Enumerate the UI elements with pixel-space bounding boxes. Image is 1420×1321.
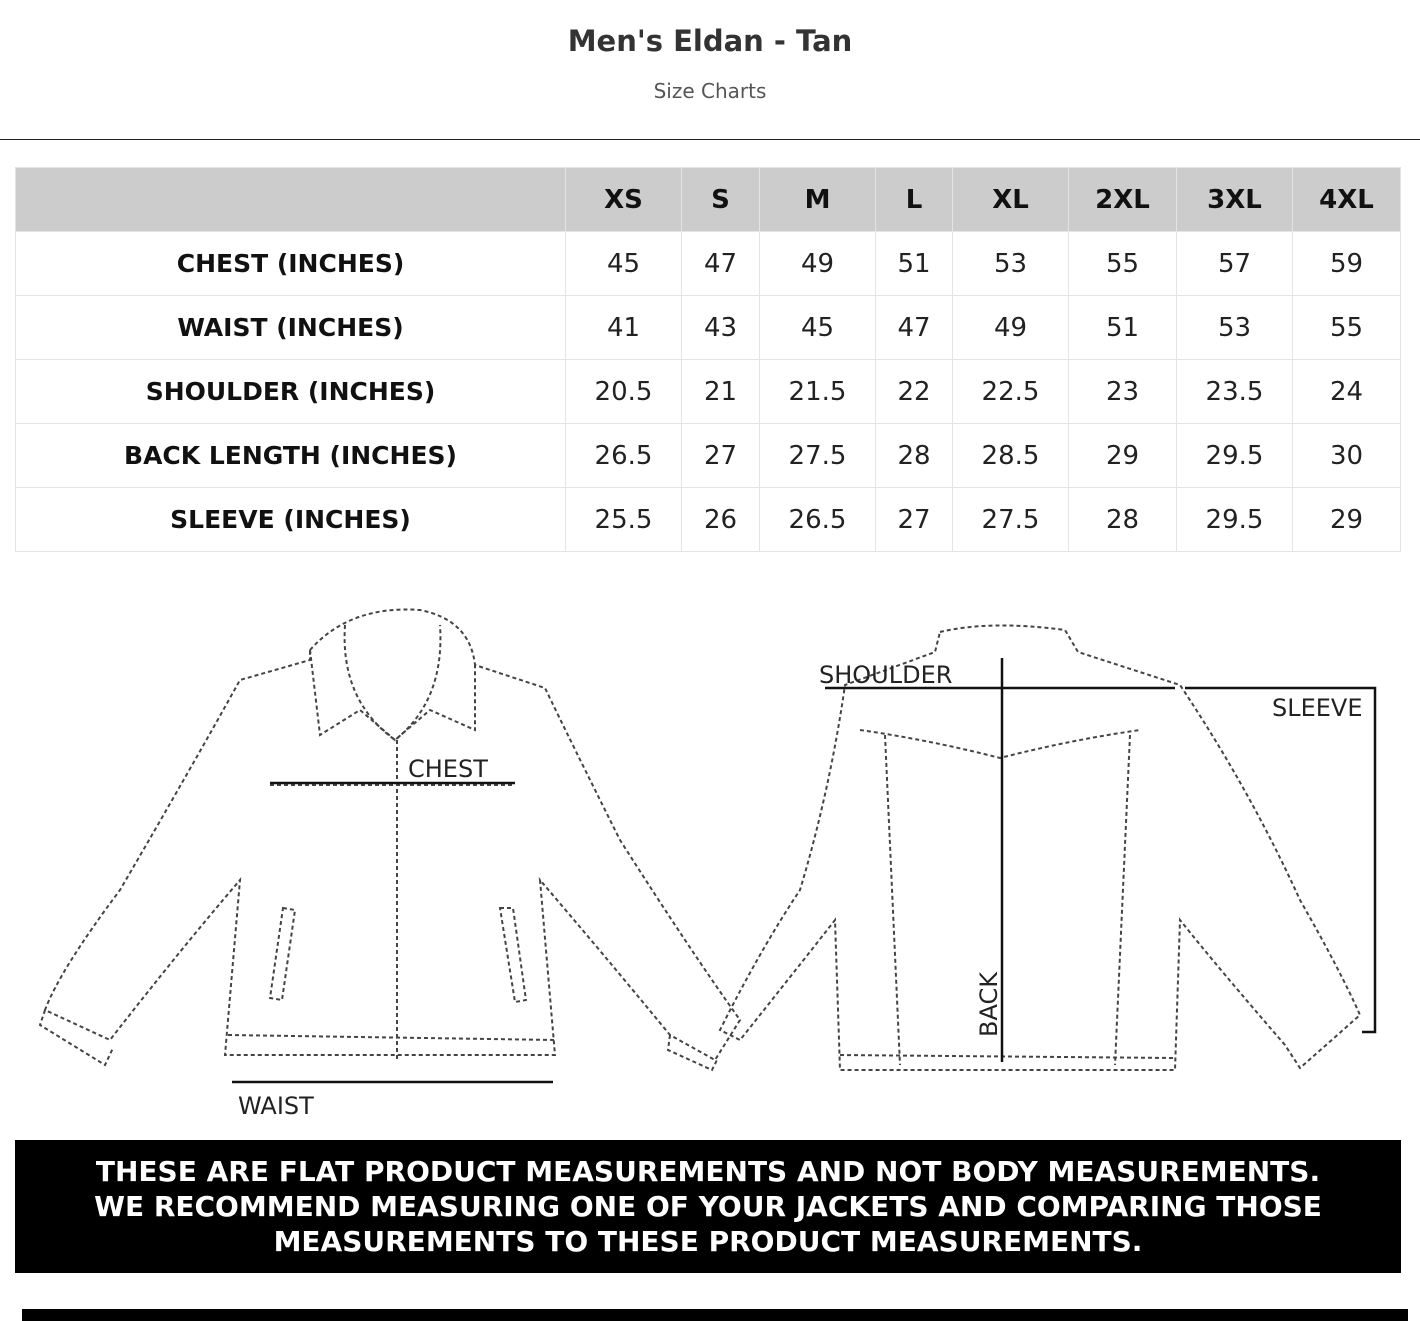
measurement-cell: 41 [565, 295, 682, 360]
measurement-cell: 27.5 [759, 423, 876, 488]
measurement-cell: 24 [1292, 359, 1401, 424]
waist-label: WAIST [238, 1092, 314, 1120]
table-row: CHEST (INCHES) 45 47 49 51 53 55 57 59 [15, 231, 1401, 296]
page-title: Men's Eldan - Tan [567, 24, 853, 58]
measurement-arrows [232, 658, 1377, 1084]
measurement-cell: 27 [875, 487, 953, 552]
measurement-cell: 47 [681, 231, 760, 296]
measurement-cell: 53 [952, 231, 1069, 296]
size-chart-table: XS S M L XL 2XL 3XL 4XL CHEST (INCHES) 45 47 49 51 5… [15, 167, 1401, 552]
measurement-cell: 26 [681, 487, 760, 552]
divider [0, 139, 1420, 140]
size-header-l: L [875, 167, 953, 232]
measurement-cell: 47 [875, 295, 953, 360]
measurement-cell: 49 [759, 231, 876, 296]
size-header-xs: XS [565, 167, 682, 232]
row-label: CHEST (INCHES) [15, 231, 566, 296]
measurement-cell: 25.5 [565, 487, 682, 552]
measurement-cell: 53 [1176, 295, 1293, 360]
sleeve-label: SLEEVE [1272, 694, 1363, 722]
measurement-cell: 27 [681, 423, 760, 488]
measurement-cell: 29.5 [1176, 423, 1293, 488]
size-header-2xl: 2XL [1068, 167, 1177, 232]
row-label: BACK LENGTH (INCHES) [15, 423, 566, 488]
shoulder-label: SHOULDER [819, 661, 952, 689]
measurement-cell: 51 [875, 231, 953, 296]
row-label: WAIST (INCHES) [15, 295, 566, 360]
measurement-cell: 49 [952, 295, 1069, 360]
page-subtitle: Size Charts [653, 79, 767, 103]
measurement-cell: 21 [681, 359, 760, 424]
measurement-cell: 20.5 [565, 359, 682, 424]
measurement-cell: 51 [1068, 295, 1177, 360]
row-label: SHOULDER (INCHES) [15, 359, 566, 424]
measurement-cell: 59 [1292, 231, 1401, 296]
measurement-cell: 28 [875, 423, 953, 488]
measurement-cell: 26.5 [565, 423, 682, 488]
front-jacket-outline [38, 608, 742, 1072]
measurement-notice-banner: THESE ARE FLAT PRODUCT MEASUREMENTS AND … [15, 1140, 1401, 1273]
measurement-cell: 30 [1292, 423, 1401, 488]
measurement-cell: 23.5 [1176, 359, 1293, 424]
measurement-cell: 22 [875, 359, 953, 424]
size-header-xl: XL [952, 167, 1069, 232]
measurement-cell: 29 [1292, 487, 1401, 552]
measurement-cell: 43 [681, 295, 760, 360]
size-header-s: S [681, 167, 760, 232]
back-jacket-outline [718, 624, 1362, 1071]
measurement-cell: 29.5 [1176, 487, 1293, 552]
measurement-cell: 27.5 [952, 487, 1069, 552]
measurement-cell: 55 [1292, 295, 1401, 360]
measurement-cell: 21.5 [759, 359, 876, 424]
size-header-4xl: 4XL [1292, 167, 1401, 232]
measurement-diagram: CHEST WAIST SHOULDER SLEEVE BACK [0, 590, 1420, 1130]
chest-label: CHEST [408, 755, 488, 783]
measurement-cell: 28.5 [952, 423, 1069, 488]
measurement-cell: 45 [759, 295, 876, 360]
measurement-cell: 45 [565, 231, 682, 296]
size-header-m: M [759, 167, 876, 232]
jacket-diagrams: CHEST WAIST SHOULDER SLEEVE BACK [38, 608, 1377, 1120]
measurement-cell: 26.5 [759, 487, 876, 552]
measurement-cell: 55 [1068, 231, 1177, 296]
header-empty [15, 167, 566, 232]
measurement-cell: 28 [1068, 487, 1177, 552]
back-label: BACK [975, 971, 1003, 1037]
table-row: SLEEVE (INCHES) 25.5 26 26.5 27 27.5 28 29.5 29 [15, 487, 1401, 552]
measurement-cell: 23 [1068, 359, 1177, 424]
measurement-cell: 22.5 [952, 359, 1069, 424]
row-label: SLEEVE (INCHES) [15, 487, 566, 552]
measurement-cell: 57 [1176, 231, 1293, 296]
size-header-3xl: 3XL [1176, 167, 1293, 232]
table-header-row: XS S M L XL 2XL 3XL 4XL [15, 167, 1401, 232]
table-row: SHOULDER (INCHES) 20.5 21 21.5 22 22.5 23 23.5 2… [15, 359, 1401, 424]
table-row: BACK LENGTH (INCHES) 26.5 27 27.5 28 28.5 29 29… [15, 423, 1401, 488]
table-row: WAIST (INCHES) 41 43 45 47 49 51 53 55 [15, 295, 1401, 360]
measurement-cell: 29 [1068, 423, 1177, 488]
banner-duplicate-fragment [22, 1309, 1408, 1321]
